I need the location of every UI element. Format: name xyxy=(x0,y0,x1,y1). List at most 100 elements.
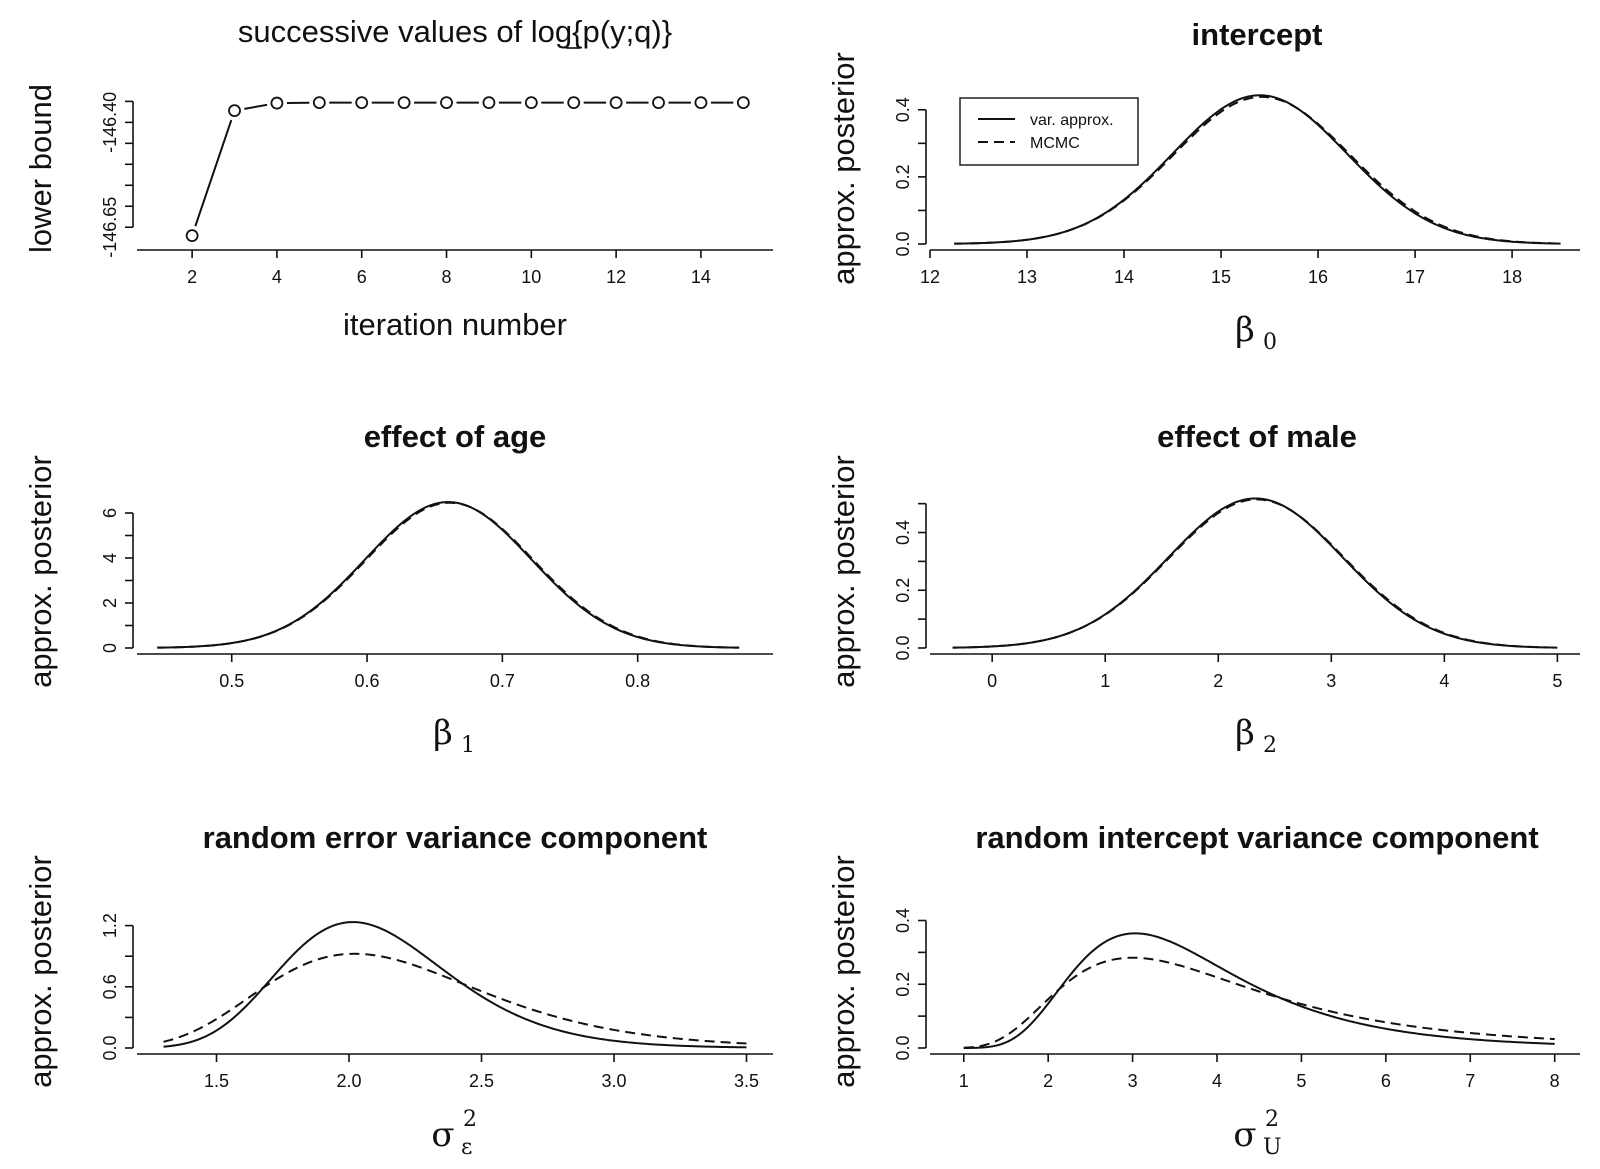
y-tick-label: 1.2 xyxy=(100,913,120,938)
x-tick-label: 14 xyxy=(1114,267,1134,287)
x-tick-label: 2 xyxy=(187,267,197,287)
x-tick-label: 5 xyxy=(1296,1071,1306,1091)
panel-1: successive values of log{p(y;q)} lower bo… xyxy=(23,14,773,342)
data-point xyxy=(524,96,538,110)
y-tick-label: 0.2 xyxy=(893,578,913,603)
y-tick-label: 0.2 xyxy=(893,972,913,997)
legend-box xyxy=(959,97,1139,166)
x-axis-subscript: 1 xyxy=(461,733,475,758)
y-tick-label: 6 xyxy=(100,508,120,518)
x-axis-subscript: ε xyxy=(461,1135,472,1160)
legend-label: MCMC xyxy=(1030,135,1080,152)
panel-6: random intercept variance component appro… xyxy=(826,820,1580,1160)
mcmc-curve xyxy=(954,95,1561,245)
x-axis-superscript: 2 xyxy=(463,1107,477,1132)
y-tick-label: 0.0 xyxy=(100,1035,120,1060)
x-axis-label: σ 2 ε xyxy=(431,1107,477,1160)
x-tick-label: 10 xyxy=(521,267,541,287)
y-tick-label: 0.2 xyxy=(893,164,913,189)
var-approx-curve xyxy=(157,501,740,649)
panel-3: effect of age approx. posterior β 1 0.5 0.6 0.… xyxy=(23,419,773,758)
x-tick-label: 0.8 xyxy=(625,671,650,691)
y-tick-label: 4 xyxy=(100,553,120,563)
x-tick-label: 0.7 xyxy=(490,671,515,691)
y-axis-label: approx. posterior xyxy=(23,855,58,1088)
x-tick-label: 1 xyxy=(1100,671,1110,691)
chart-title: random error variance component xyxy=(203,820,708,855)
x-tick-label: 13 xyxy=(1017,267,1037,287)
y-tick-label: -146.40 xyxy=(100,92,120,153)
data-point xyxy=(228,104,241,118)
y-axis-label: lower bound xyxy=(23,84,58,253)
data-point xyxy=(694,96,708,110)
x-tick-label: 7 xyxy=(1465,1071,1475,1091)
x-tick-label: 3 xyxy=(1128,1071,1138,1091)
y-tick-label: 0.4 xyxy=(893,97,913,122)
data-point xyxy=(185,229,199,243)
y-axis-label: approx. posterior xyxy=(826,855,861,1088)
x-axis-superscript: 2 xyxy=(1265,1107,1279,1132)
x-axis-label: iteration number xyxy=(343,307,567,342)
y-axis-label: approx. posterior xyxy=(23,455,58,688)
y-tick-label: 0.0 xyxy=(893,231,913,256)
x-tick-label: 2.5 xyxy=(469,1071,494,1091)
y-tick-label: 0.6 xyxy=(100,974,120,999)
var-approx-curve xyxy=(163,921,747,1049)
y-tick-label: 0.4 xyxy=(893,520,913,545)
data-point xyxy=(736,96,750,110)
x-tick-label: 6 xyxy=(1381,1071,1391,1091)
chart-title: intercept xyxy=(1192,17,1323,52)
x-tick-label: 1.5 xyxy=(204,1071,229,1091)
x-axis-symbol: β xyxy=(1235,310,1255,350)
x-tick-label: 0 xyxy=(987,671,997,691)
x-axis-subscript: 0 xyxy=(1263,330,1277,355)
x-tick-label: 8 xyxy=(1550,1071,1560,1091)
chart-title: effect of male xyxy=(1157,419,1357,454)
y-axis-label: approx. posterior xyxy=(826,455,861,688)
x-tick-label: 2.0 xyxy=(336,1071,361,1091)
y-tick-label: 2 xyxy=(100,598,120,608)
var-approx-curve xyxy=(952,497,1558,649)
x-axis-symbol: σ xyxy=(1233,1115,1256,1155)
x-axis-subscript: U xyxy=(1263,1135,1282,1160)
chart-title: effect of age xyxy=(364,419,547,454)
y-tick-label: -146.65 xyxy=(100,197,120,258)
chart-title: random intercept variance component xyxy=(975,820,1538,855)
data-point xyxy=(567,96,581,110)
x-axis-symbol: σ xyxy=(431,1115,454,1155)
x-tick-label: 4 xyxy=(1212,1071,1222,1091)
x-tick-label: 16 xyxy=(1308,267,1328,287)
y-tick-label: 0 xyxy=(100,643,120,653)
data-point xyxy=(482,96,496,110)
x-tick-label: 8 xyxy=(442,267,452,287)
x-tick-label: 12 xyxy=(606,267,626,287)
x-tick-label: 0.5 xyxy=(219,671,244,691)
series-segment xyxy=(244,103,268,110)
x-tick-label: 5 xyxy=(1552,671,1562,691)
y-tick-label: 0.0 xyxy=(893,635,913,660)
mcmc-curve xyxy=(963,956,1555,1049)
series-segment xyxy=(194,119,233,227)
x-tick-label: 18 xyxy=(1502,267,1522,287)
data-point xyxy=(355,96,369,110)
x-tick-label: 12 xyxy=(920,267,940,287)
x-tick-label: 17 xyxy=(1405,267,1425,287)
x-axis-symbol: β xyxy=(433,713,453,753)
data-point xyxy=(609,96,623,110)
mcmc-curve xyxy=(952,498,1558,649)
x-tick-label: 0.6 xyxy=(355,671,380,691)
data-point xyxy=(312,96,326,110)
x-tick-label: 3.5 xyxy=(734,1071,759,1091)
x-tick-label: 2 xyxy=(1213,671,1223,691)
x-tick-label: 4 xyxy=(1439,671,1449,691)
x-axis-symbol: β xyxy=(1235,713,1255,753)
x-tick-label: 3.0 xyxy=(601,1071,626,1091)
x-tick-label: 1 xyxy=(959,1071,969,1091)
y-axis-label: approx. posterior xyxy=(826,52,861,285)
x-axis-subscript: 2 xyxy=(1263,733,1277,758)
